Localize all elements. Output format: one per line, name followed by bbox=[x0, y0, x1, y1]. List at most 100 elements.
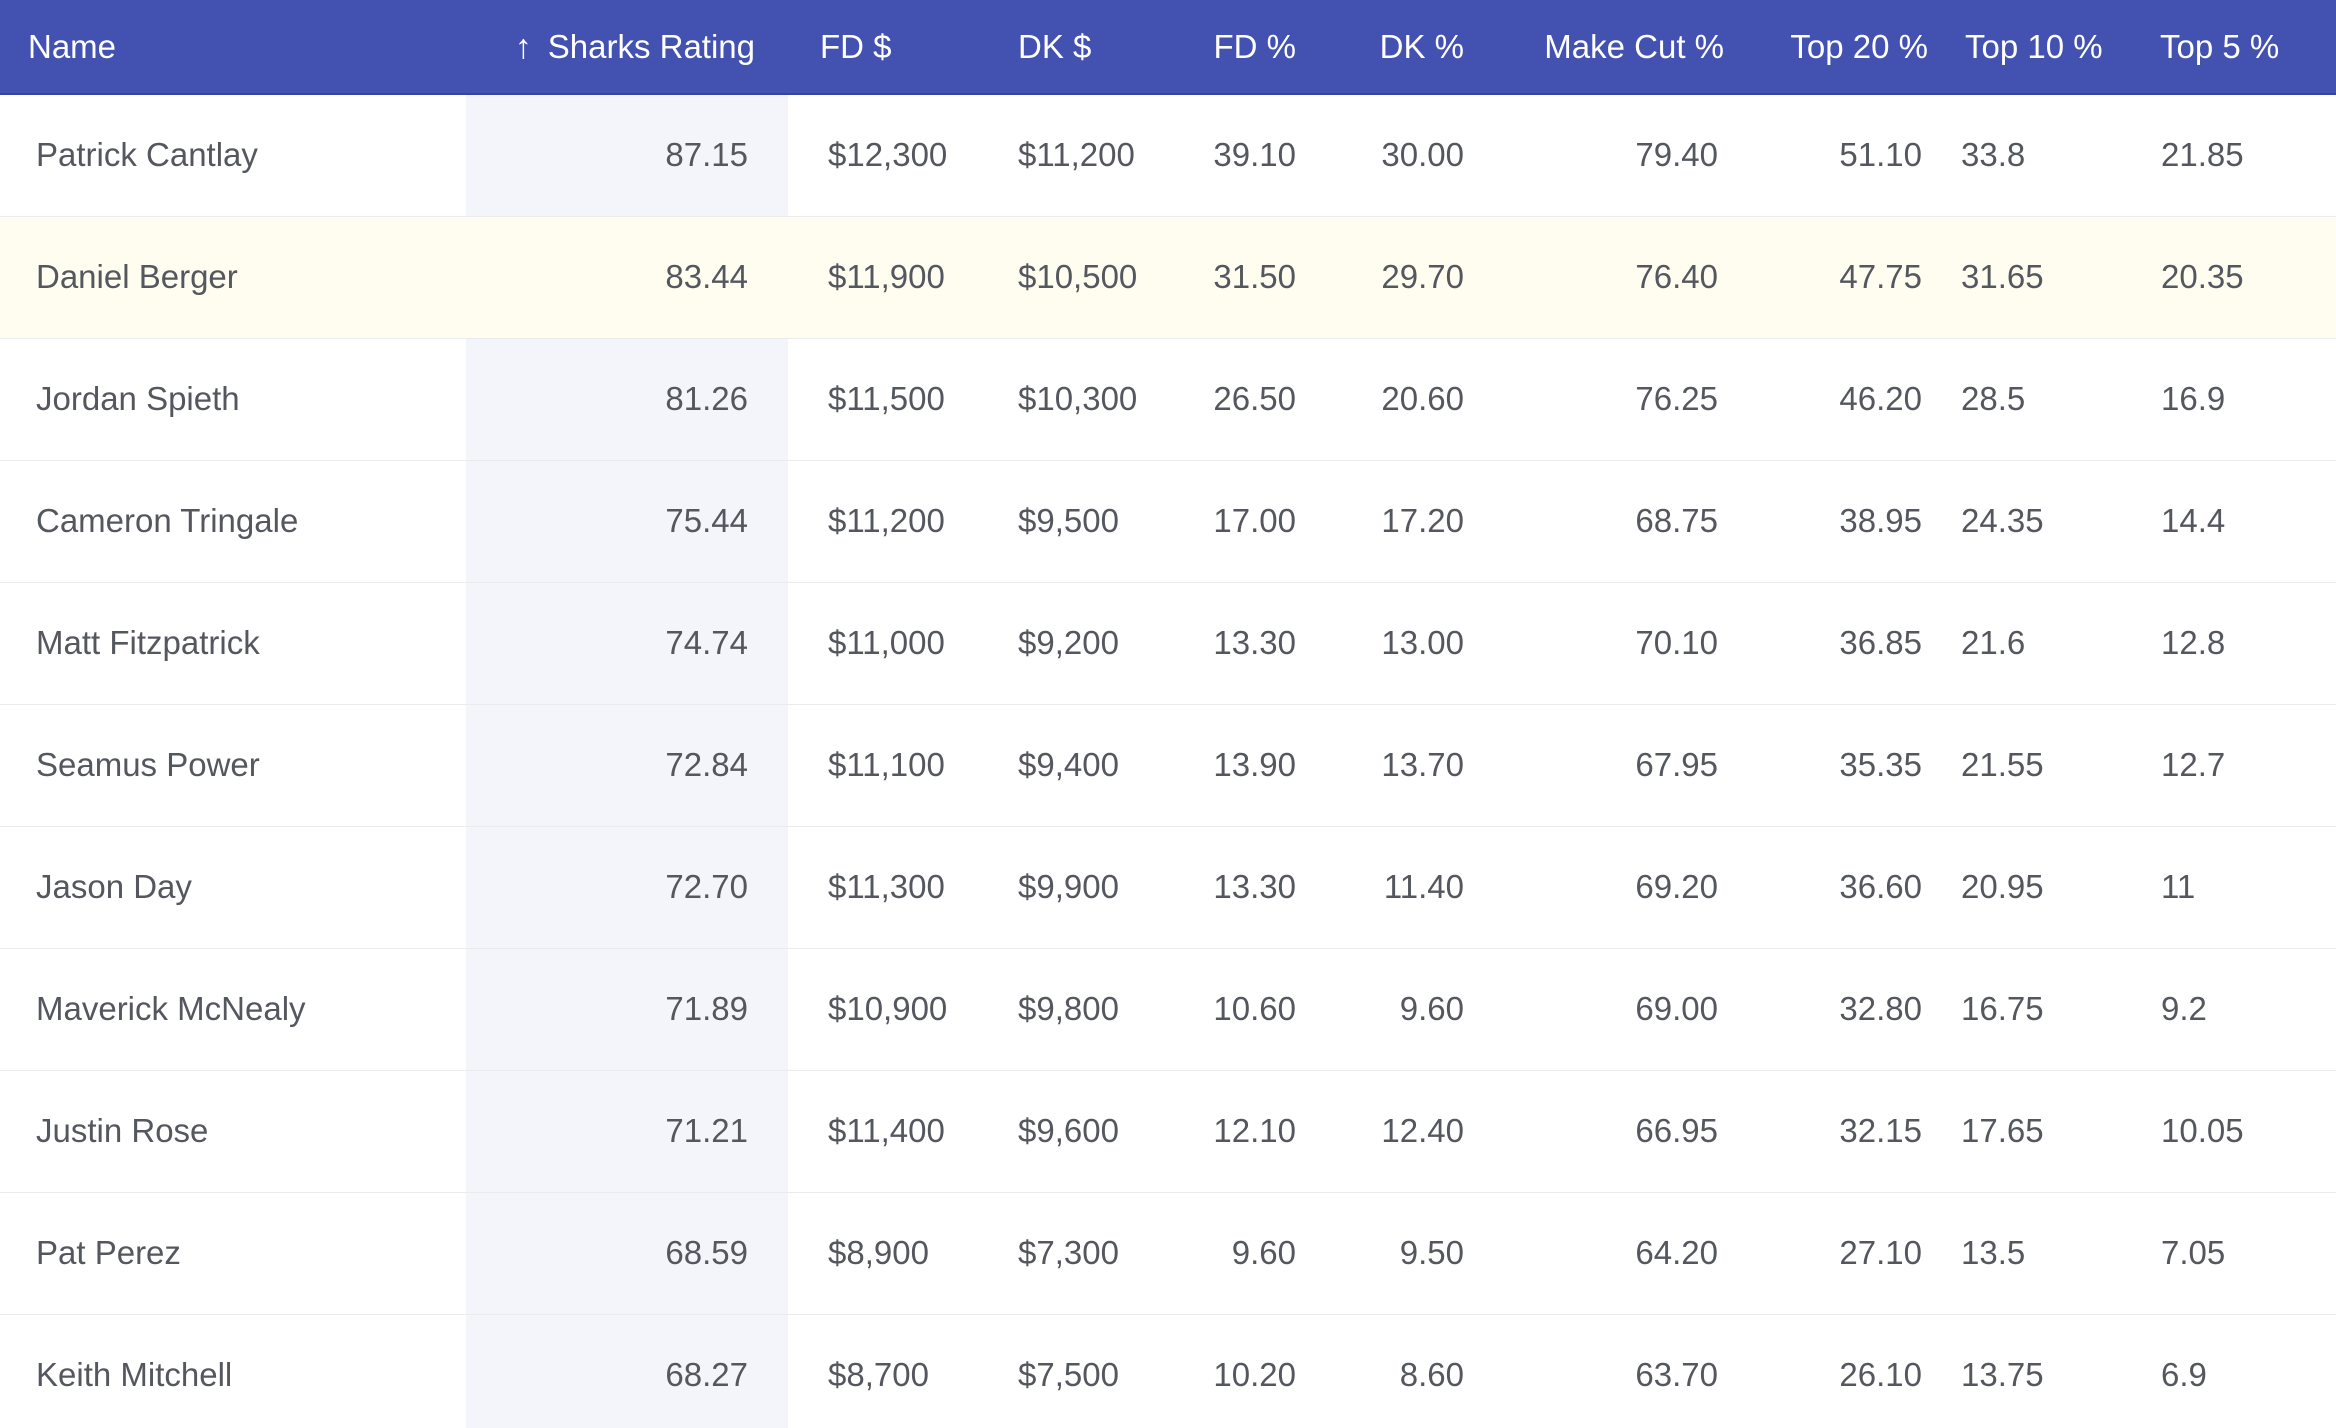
cell-top20-pct: 47.75 bbox=[1839, 258, 1922, 295]
cell-fd-salary: $8,900 bbox=[828, 1234, 929, 1271]
cell-sharks-rating: 87.15 bbox=[466, 94, 788, 216]
sort-ascending-icon: ↑ bbox=[514, 27, 532, 66]
cell-dk-salary: $7,300 bbox=[1018, 1234, 1119, 1271]
table-row[interactable]: Jason Day 72.70 $11,300 $9,900 13.30 11.40 69.… bbox=[0, 826, 2336, 948]
table-row[interactable]: Maverick McNealy 71.89 $10,900 $9,800 10.60 9… bbox=[0, 948, 2336, 1070]
cell-fd-salary: $11,400 bbox=[828, 1112, 945, 1149]
cell-dk-salary: $9,900 bbox=[1018, 868, 1119, 905]
cell-fd-pct: 26.50 bbox=[1213, 380, 1296, 417]
column-header-label: Name bbox=[28, 27, 117, 65]
column-header-sharks-rating[interactable]: ↑ Sharks Rating bbox=[466, 0, 788, 95]
column-header-label: Top 20 % bbox=[1790, 27, 1928, 65]
cell-fd-pct: 13.30 bbox=[1213, 868, 1296, 905]
cell-top5-pct: 10.05 bbox=[2161, 1112, 2244, 1149]
table-row[interactable]: Pat Perez 68.59 $8,900 $7,300 9.60 9.50 64.20 2… bbox=[0, 1192, 2336, 1314]
cell-dk-salary: $9,800 bbox=[1018, 990, 1119, 1027]
cell-top20-pct: 35.35 bbox=[1839, 746, 1922, 783]
header-row: Name ↑ Sharks Rating FD $ DK $ bbox=[0, 0, 2336, 95]
table-row[interactable]: Daniel Berger 83.44 $11,900 $10,500 31.50 29.… bbox=[0, 216, 2336, 338]
cell-top5-pct: 6.9 bbox=[2161, 1356, 2207, 1393]
cell-dk-pct: 9.50 bbox=[1399, 1234, 1464, 1271]
cell-top10-pct: 31.65 bbox=[1961, 258, 2044, 295]
cell-dk-salary: $9,200 bbox=[1018, 624, 1119, 661]
table-row[interactable]: Seamus Power 72.84 $11,100 $9,400 13.90 13.70… bbox=[0, 704, 2336, 826]
cell-top5-pct: 9.2 bbox=[2161, 990, 2207, 1027]
cell-sharks-rating: 83.44 bbox=[466, 216, 788, 338]
cell-fd-salary: $8,700 bbox=[828, 1356, 929, 1393]
cell-dk-salary: $9,500 bbox=[1018, 502, 1119, 539]
column-header-label: FD $ bbox=[820, 27, 892, 65]
table-body: Patrick Cantlay 87.15 $12,300 $11,200 39.10 3… bbox=[0, 94, 2336, 1428]
cell-sharks-rating: 81.26 bbox=[466, 338, 788, 460]
cell-player-name[interactable]: Cameron Tringale bbox=[36, 502, 299, 539]
cell-player-name[interactable]: Keith Mitchell bbox=[36, 1356, 233, 1393]
cell-make-cut-pct: 64.20 bbox=[1635, 1234, 1718, 1271]
cell-dk-pct: 11.40 bbox=[1383, 868, 1464, 905]
cell-player-name[interactable]: Patrick Cantlay bbox=[36, 136, 258, 174]
cell-top5-pct: 12.7 bbox=[2161, 746, 2226, 783]
cell-fd-pct: 10.20 bbox=[1213, 1356, 1296, 1393]
cell-dk-pct: 8.60 bbox=[1399, 1356, 1464, 1393]
cell-player-name[interactable]: Jordan Spieth bbox=[36, 380, 240, 417]
cell-fd-pct: 17.00 bbox=[1213, 502, 1296, 539]
cell-fd-pct: 12.10 bbox=[1213, 1112, 1296, 1149]
cell-top10-pct: 20.95 bbox=[1961, 868, 2044, 905]
column-header-top10-pct[interactable]: Top 10 % bbox=[1936, 0, 2131, 95]
cell-top10-pct: 21.6 bbox=[1961, 624, 2026, 661]
cell-player-name[interactable]: Matt Fitzpatrick bbox=[36, 624, 260, 661]
cell-dk-pct: 13.70 bbox=[1381, 746, 1464, 783]
cell-player-name[interactable]: Justin Rose bbox=[36, 1112, 209, 1149]
cell-sharks-rating: 74.74 bbox=[466, 582, 788, 704]
cell-dk-pct: 17.20 bbox=[1381, 502, 1464, 539]
cell-sharks-rating: 71.89 bbox=[466, 948, 788, 1070]
cell-top20-pct: 51.10 bbox=[1839, 136, 1922, 174]
cell-top20-pct: 38.95 bbox=[1839, 502, 1922, 539]
column-header-top5-pct[interactable]: Top 5 % bbox=[2131, 0, 2336, 95]
cell-top20-pct: 26.10 bbox=[1839, 1356, 1922, 1393]
column-header-fd-pct[interactable]: FD % bbox=[1178, 0, 1318, 95]
column-header-dk-pct[interactable]: DK % bbox=[1318, 0, 1484, 95]
cell-top5-pct: 14.4 bbox=[2161, 502, 2226, 539]
column-header-label: FD % bbox=[1213, 27, 1297, 65]
table-row[interactable]: Justin Rose 71.21 $11,400 $9,600 12.10 12.40 6… bbox=[0, 1070, 2336, 1192]
cell-sharks-rating: 72.70 bbox=[466, 826, 788, 948]
cell-fd-salary: $11,300 bbox=[828, 868, 945, 905]
cell-top10-pct: 21.55 bbox=[1961, 746, 2044, 783]
table-row[interactable]: Cameron Tringale 75.44 $11,200 $9,500 17.00 1… bbox=[0, 460, 2336, 582]
cell-fd-pct: 31.50 bbox=[1213, 258, 1296, 295]
cell-dk-pct: 20.60 bbox=[1381, 380, 1464, 417]
cell-dk-salary: $7,500 bbox=[1018, 1356, 1119, 1393]
cell-fd-salary: $11,100 bbox=[828, 746, 945, 783]
table-row[interactable]: Matt Fitzpatrick 74.74 $11,000 $9,200 13.30 1… bbox=[0, 582, 2336, 704]
column-header-make-cut-pct[interactable]: Make Cut % bbox=[1484, 0, 1732, 95]
cell-make-cut-pct: 67.95 bbox=[1635, 746, 1718, 783]
cell-fd-pct: 9.60 bbox=[1231, 1234, 1296, 1271]
cell-dk-pct: 13.00 bbox=[1381, 624, 1464, 661]
column-header-name[interactable]: Name bbox=[0, 0, 466, 95]
cell-player-name[interactable]: Seamus Power bbox=[36, 746, 260, 783]
cell-dk-salary: $11,200 bbox=[1018, 136, 1135, 174]
column-header-dk-salary[interactable]: DK $ bbox=[988, 0, 1178, 95]
cell-top10-pct: 33.8 bbox=[1961, 136, 2026, 174]
cell-sharks-rating: 72.84 bbox=[466, 704, 788, 826]
column-header-label: Sharks Rating bbox=[547, 27, 755, 65]
cell-player-name[interactable]: Jason Day bbox=[36, 868, 192, 905]
cell-top20-pct: 36.60 bbox=[1839, 868, 1922, 905]
cell-sharks-rating: 75.44 bbox=[466, 460, 788, 582]
cell-top5-pct: 11 bbox=[2161, 868, 2196, 905]
cell-player-name[interactable]: Daniel Berger bbox=[36, 258, 238, 295]
table-row[interactable]: Patrick Cantlay 87.15 $12,300 $11,200 39.10 3… bbox=[0, 94, 2336, 216]
table-row[interactable]: Jordan Spieth 81.26 $11,500 $10,300 26.50 20.… bbox=[0, 338, 2336, 460]
column-header-top20-pct[interactable]: Top 20 % bbox=[1732, 0, 1936, 95]
column-header-fd-salary[interactable]: FD $ bbox=[788, 0, 988, 95]
cell-dk-pct: 12.40 bbox=[1381, 1112, 1464, 1149]
cell-dk-pct: 30.00 bbox=[1381, 136, 1464, 174]
cell-top5-pct: 12.8 bbox=[2161, 624, 2226, 661]
column-header-label: DK $ bbox=[1018, 27, 1092, 65]
cell-player-name[interactable]: Maverick McNealy bbox=[36, 990, 306, 1027]
cell-top10-pct: 28.5 bbox=[1961, 380, 2026, 417]
table-row[interactable]: Keith Mitchell 68.27 $8,700 $7,500 10.20 8.60… bbox=[0, 1314, 2336, 1428]
cell-dk-salary: $10,300 bbox=[1018, 380, 1138, 417]
cell-player-name[interactable]: Pat Perez bbox=[36, 1234, 181, 1271]
table-header: Name ↑ Sharks Rating FD $ DK $ bbox=[0, 0, 2336, 95]
